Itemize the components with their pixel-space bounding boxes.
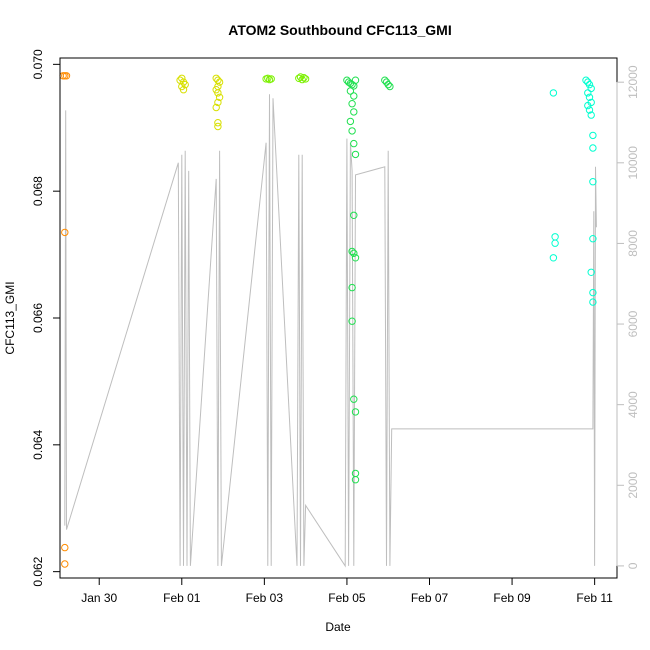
data-point bbox=[348, 283, 356, 292]
y-left-tick-label: 0.068 bbox=[31, 176, 45, 206]
x-tick-label: Feb 01 bbox=[163, 591, 201, 605]
y-left-tick-label: 0.062 bbox=[31, 556, 45, 586]
data-point bbox=[214, 76, 222, 84]
y-axis-label: CFC113_GMI bbox=[3, 281, 17, 354]
data-point bbox=[178, 74, 186, 83]
x-tick-label: Feb 11 bbox=[576, 591, 613, 605]
altitude-line bbox=[64, 94, 597, 568]
x-tick-label: Feb 07 bbox=[411, 591, 449, 605]
data-point bbox=[348, 317, 356, 325]
data-point bbox=[351, 408, 360, 416]
y-axis-left: 0.062 0.064 0.066 0.068 0.070 bbox=[31, 49, 61, 587]
x-axis-label: Date bbox=[325, 620, 351, 634]
data-point bbox=[215, 78, 224, 86]
data-point bbox=[381, 76, 389, 84]
data-point bbox=[212, 74, 220, 83]
data-point bbox=[589, 235, 597, 243]
data-point bbox=[348, 100, 356, 108]
data-point bbox=[582, 76, 590, 84]
data-point bbox=[61, 560, 69, 568]
data-point bbox=[551, 239, 559, 247]
data-point bbox=[585, 106, 594, 114]
data-point bbox=[214, 89, 222, 97]
data-point bbox=[351, 150, 360, 159]
data-point bbox=[351, 76, 360, 84]
y-left-tick-label: 0.070 bbox=[31, 49, 45, 79]
data-point bbox=[549, 89, 558, 97]
data-point bbox=[585, 80, 594, 89]
data-point bbox=[215, 93, 224, 102]
data-point bbox=[348, 127, 356, 135]
x-tick-label: Jan 30 bbox=[81, 591, 117, 605]
chart-title: ATOM2 Southbound CFC113_GMI bbox=[228, 22, 452, 38]
y-right-tick-label: 0 bbox=[626, 562, 640, 569]
data-point bbox=[549, 254, 558, 262]
data-point bbox=[587, 84, 595, 93]
altitude-line-layer bbox=[64, 94, 597, 568]
data-point bbox=[584, 89, 592, 97]
data-point bbox=[551, 233, 559, 241]
y-right-tick-label: 2000 bbox=[626, 472, 640, 499]
data-point bbox=[214, 98, 222, 107]
y-right-tick-label: 8000 bbox=[626, 230, 640, 257]
y-axis-right: 0 2000 4000 6000 8000 10000 12000 bbox=[616, 65, 640, 569]
y-left-tick-label: 0.066 bbox=[31, 303, 45, 333]
data-point bbox=[384, 80, 392, 89]
x-tick-label: Feb 05 bbox=[328, 591, 366, 605]
y-right-tick-label: 6000 bbox=[626, 310, 640, 337]
data-point bbox=[584, 101, 592, 110]
data-point bbox=[214, 122, 222, 131]
data-point bbox=[350, 139, 358, 148]
y-right-tick-label: 12000 bbox=[626, 65, 640, 99]
data-point bbox=[264, 74, 272, 83]
data-point bbox=[351, 476, 360, 484]
data-point bbox=[350, 395, 358, 403]
data-point bbox=[589, 131, 597, 140]
data-point bbox=[350, 249, 358, 258]
data-point bbox=[350, 211, 358, 220]
data-point bbox=[587, 111, 595, 119]
data-point bbox=[589, 298, 597, 306]
x-tick-label: Feb 09 bbox=[493, 591, 531, 605]
data-point bbox=[179, 86, 188, 94]
x-axis: Jan 30 Feb 01 Feb 03 Feb 05 Feb 07 Feb 09 Feb … bbox=[81, 577, 613, 605]
scatter-points-layer bbox=[59, 72, 597, 568]
data-point bbox=[589, 288, 597, 297]
y-right-tick-label: 4000 bbox=[626, 391, 640, 418]
data-point bbox=[585, 93, 594, 102]
data-point bbox=[589, 144, 597, 152]
data-point bbox=[212, 103, 220, 112]
data-point bbox=[346, 87, 355, 95]
data-point bbox=[386, 82, 394, 91]
y-right-tick-label: 10000 bbox=[626, 146, 640, 180]
data-point bbox=[300, 74, 308, 82]
data-point bbox=[62, 72, 71, 80]
data-point bbox=[61, 228, 69, 237]
data-point bbox=[214, 119, 222, 127]
data-point bbox=[61, 543, 69, 552]
data-point bbox=[350, 92, 358, 100]
data-point bbox=[267, 75, 275, 83]
data-point bbox=[346, 117, 355, 126]
data-point bbox=[301, 75, 310, 83]
data-point bbox=[587, 268, 595, 276]
data-point bbox=[589, 178, 597, 186]
data-point bbox=[350, 108, 358, 116]
x-tick-label: Feb 03 bbox=[246, 591, 284, 605]
data-point bbox=[351, 254, 360, 262]
data-point bbox=[348, 247, 356, 256]
y-left-tick-label: 0.064 bbox=[31, 429, 45, 459]
data-point bbox=[298, 75, 306, 84]
plot-frame bbox=[59, 57, 618, 579]
